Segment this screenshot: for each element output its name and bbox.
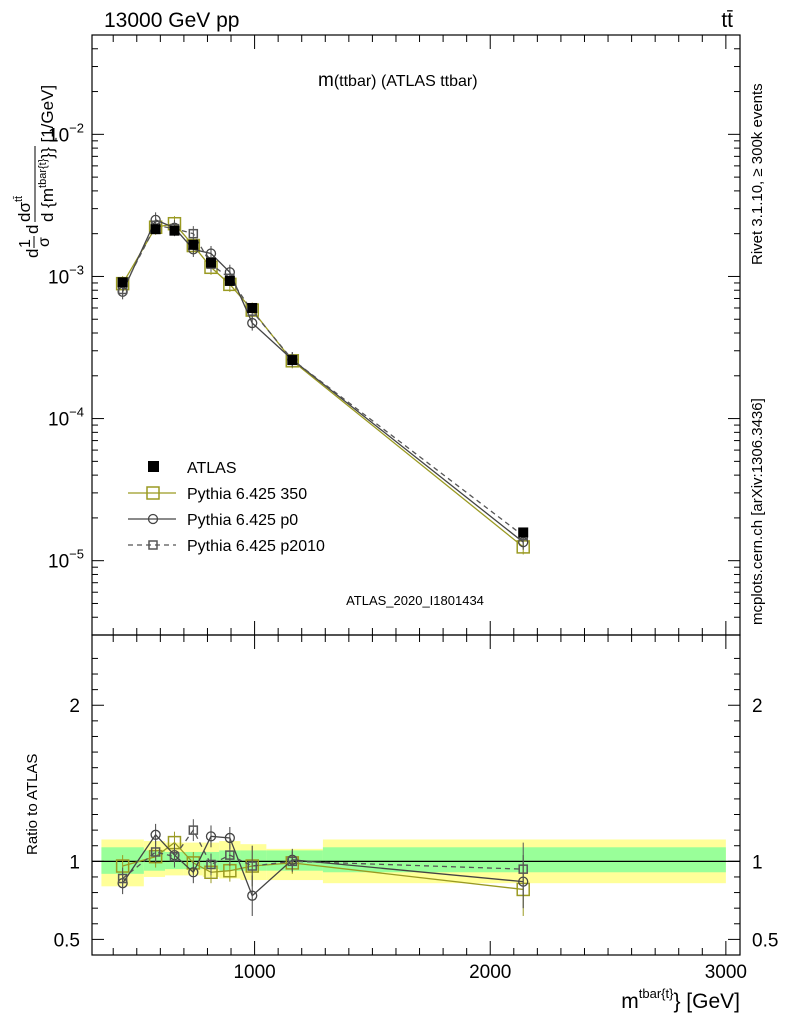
ratio-y-tick-label-right: 1	[752, 852, 763, 873]
ratio-uncertainty-band-inner	[322, 847, 726, 873]
ratio-y-tick-label: 2	[69, 696, 80, 717]
ratio-data-point	[287, 856, 298, 867]
svg-text:d: d	[23, 249, 42, 258]
legend-label: ATLAS	[187, 460, 237, 477]
ratio-plot-frame	[91, 634, 741, 956]
atlas-data-point	[205, 257, 216, 268]
atlas-data-point	[117, 277, 128, 288]
ratio-data-point	[117, 873, 128, 884]
legend-marker	[147, 513, 159, 525]
atlas-data-point	[247, 302, 258, 313]
legend-label: Pythia 6.425 p2010	[187, 538, 325, 555]
main-y-axis-label: d 1 σ d dσtt̄ d {mtbar{t}}} [1/GeV]	[13, 85, 57, 258]
legend-marker	[148, 540, 158, 550]
svg-text:dσtt̄: dσtt̄	[13, 196, 34, 222]
main-y-tick-label: 10−3	[48, 262, 84, 288]
ratio-y-tick-label-right: 0.5	[752, 930, 778, 951]
ratio-data-point	[169, 851, 180, 862]
legend: ATLAS Pythia 6.425 350 Pythia 6.425 p0 Pyth…	[128, 460, 325, 555]
ratio-plot-panel: 0.5 0.5 1 1 2 2 1000 2000 3000	[54, 634, 778, 983]
side-text-upper: Rivet 3.1.10, ≥ 300k events	[749, 83, 766, 265]
svg-text:d: d	[23, 225, 42, 234]
atlas-data-point	[188, 239, 199, 250]
ratio-data-point	[224, 832, 235, 844]
plot-title: m(ttbar) (ATLAS ttbar)	[318, 70, 478, 91]
ratio-data-point	[188, 867, 199, 878]
legend-label: Pythia 6.425 350	[187, 486, 307, 503]
main-plot-frame	[91, 34, 741, 636]
legend-marker-atlas	[148, 461, 159, 472]
ratio-y-tick-label: 0.5	[54, 930, 80, 951]
ratio-data-point	[206, 859, 216, 870]
atlas-data-point	[518, 527, 529, 538]
header-right: tt̄	[721, 9, 733, 32]
main-y-tick-label: 10−2	[48, 120, 84, 146]
main-data-point	[188, 228, 199, 239]
atlas-data-point	[169, 225, 180, 236]
ratio-y-tick-label-right: 2	[752, 696, 763, 717]
watermark-label: ATLAS_2020_I1801434	[346, 593, 484, 608]
ratio-data-point	[225, 850, 235, 860]
svg-text:d {mtbar{t}}} [1/GeV]: d {mtbar{t}}} [1/GeV]	[37, 85, 57, 222]
ratio-y-axis-label: Ratio to ATLAS	[24, 754, 41, 855]
legend-label: Pythia 6.425 p0	[187, 512, 298, 529]
header-left: 13000 GeV pp	[104, 9, 239, 32]
ratio-data-point	[188, 825, 199, 835]
ratio-y-tick-label: 1	[69, 852, 80, 873]
x-tick-label: 1000	[233, 962, 275, 983]
x-tick-label: 2000	[469, 962, 511, 983]
legend-marker	[146, 486, 160, 500]
x-axis-label: mtbar{t}} [GeV]	[621, 986, 740, 1013]
ratio-series-line	[122, 828, 524, 880]
main-y-tick-label: 10−4	[48, 405, 84, 431]
ratio-data-point	[150, 847, 161, 857]
ratio-data-point	[247, 861, 257, 871]
atlas-data-point	[224, 275, 235, 286]
svg-text:1: 1	[17, 239, 34, 248]
main-plot-panel: 10−510−410−310−2 m(ttbar) (ATLAS ttbar) …	[48, 34, 741, 636]
side-text-lower: mcplots.cern.ch [arXiv:1306.3436]	[749, 398, 766, 625]
ratio-data-point	[205, 831, 217, 842]
ratio-data-point	[150, 829, 161, 840]
svg-text:σ: σ	[36, 237, 53, 247]
main-y-tick-label: 10−5	[48, 547, 84, 573]
atlas-data-point	[287, 355, 298, 366]
ratio-data-point	[518, 864, 528, 874]
x-tick-label: 3000	[705, 962, 747, 983]
atlas-data-point	[150, 224, 161, 235]
ratio-data-point	[247, 890, 258, 901]
